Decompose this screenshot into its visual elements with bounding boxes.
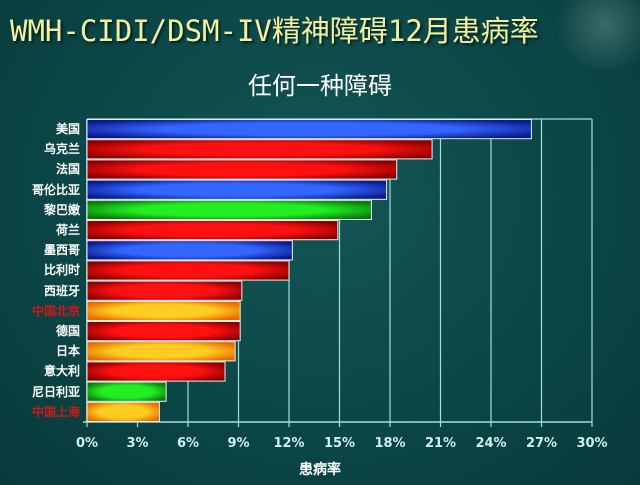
x-tick-label: 18% <box>374 436 406 451</box>
category-label: 德国 <box>55 324 80 338</box>
category-label: 墨西哥 <box>43 243 80 258</box>
bar-德国 <box>86 321 241 342</box>
category-label: 西班牙 <box>43 283 80 298</box>
slide-title: WMH-CIDI/DSM-IV精神障碍12月患病率 <box>10 14 539 48</box>
bar-日本 <box>86 341 236 362</box>
bar-比利时 <box>86 260 290 281</box>
category-label: 中国上海 <box>31 404 80 419</box>
category-label: 哥伦比亚 <box>31 182 80 197</box>
x-tick-label: 12% <box>273 436 305 451</box>
bar-尼日利亚 <box>86 381 167 402</box>
x-axis-label: 患病率 <box>299 462 341 478</box>
x-tick-label: 24% <box>475 436 507 451</box>
bar-乌克兰 <box>86 139 433 160</box>
bar-黎巴嫩 <box>86 199 372 221</box>
category-label: 比利时 <box>43 263 80 278</box>
bar-哥伦比亚 <box>86 179 388 200</box>
x-tick-label: 27% <box>525 436 558 451</box>
x-tick-label: 3% <box>126 436 149 451</box>
category-label: 尼日利亚 <box>31 384 80 399</box>
chart-title: 任何一种障碍 <box>248 72 392 100</box>
category-label: 荷兰 <box>55 223 80 237</box>
x-tick-label: 6% <box>176 436 200 451</box>
bar-墨西哥 <box>86 240 293 261</box>
bar-中国北京 <box>86 300 241 321</box>
bar-法国 <box>86 159 398 180</box>
bar-西班牙 <box>86 280 243 301</box>
category-label: 日本 <box>55 344 80 359</box>
x-tick-label: 15% <box>323 436 356 451</box>
x-tick-label: 0% <box>75 436 99 451</box>
bar-中国上海 <box>86 401 160 422</box>
bar-意大利 <box>86 361 226 382</box>
x-tick-label: 9% <box>227 436 250 451</box>
category-label: 意大利 <box>43 364 80 379</box>
category-label: 黎巴嫩 <box>43 202 80 217</box>
category-label: 法国 <box>55 162 80 177</box>
bar-荷兰 <box>86 220 339 241</box>
category-label: 乌克兰 <box>43 142 80 157</box>
category-label: 中国北京 <box>31 303 80 318</box>
x-tick-label: 30% <box>576 436 608 451</box>
x-tick-label: 21% <box>424 436 457 451</box>
bar-美国 <box>86 119 532 140</box>
category-label: 美国 <box>55 122 80 136</box>
